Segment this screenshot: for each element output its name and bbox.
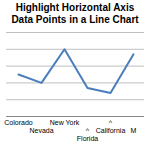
svg-text:Nevada: Nevada (29, 127, 53, 134)
svg-text:New York: New York (50, 119, 80, 126)
svg-text:Colorado: Colorado (4, 119, 33, 126)
svg-text:^California: ^California (96, 119, 126, 134)
html-text:Highlight Horizontal Axis Data: Highlight Horizontal Axis Data Points in… (11, 2, 139, 25)
html-text:Florida: Florida (76, 135, 99, 143)
svg-text:M: M (131, 127, 137, 134)
